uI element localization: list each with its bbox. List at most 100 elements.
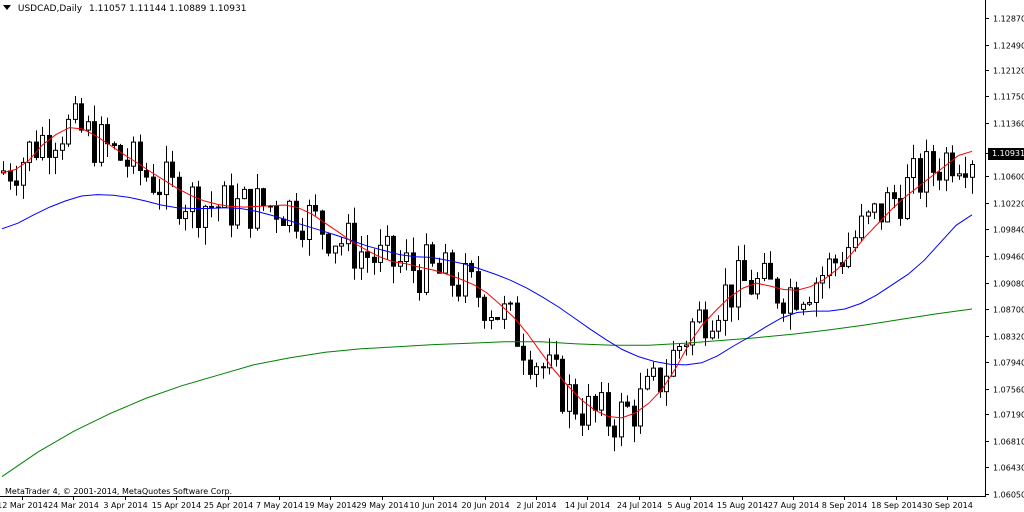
x-tick-label: 24 Jul 2014 [617,501,662,510]
x-tick-label: 3 Apr 2014 [103,501,147,510]
candle-body [138,141,143,172]
y-tick-label: 1.07560 [993,386,1024,395]
y-tick-label: 1.12120 [993,67,1024,76]
candle-body [489,317,494,321]
candle-body [274,205,279,220]
candle-body [807,302,812,305]
x-tick-label: 20 Jun 2014 [461,501,509,510]
candle-body [937,171,942,181]
y-tick-label: 1.08320 [993,333,1024,342]
x-tick-label: 7 May 2014 [256,501,303,510]
candle-body [170,161,175,178]
y-tick-label: 1.09460 [993,253,1024,262]
candle-body [398,261,403,267]
candle-body [229,185,234,226]
candle-body [931,151,936,173]
candle-body [385,235,390,246]
candle-body [645,375,650,390]
x-tick-label: 10 Jun 2014 [409,501,457,510]
candle-body [664,375,669,393]
y-tick-label: 1.06050 [993,491,1024,500]
candle-body [190,186,195,213]
candle-body [606,392,611,427]
candle-body [833,258,838,264]
candle-body [255,188,260,229]
candle-body [105,124,110,145]
candle-body [14,180,19,186]
candle-body [177,176,182,220]
x-tick-label: 25 Apr 2014 [204,501,253,510]
candle-body [183,211,188,220]
candle-body [307,205,312,240]
last-price-badge: 1.10931 [988,147,1024,160]
candle-body [580,413,585,426]
time-axis: 12 Mar 2014 24 Mar 2014 3 Apr 2014 15 Apr 2… [0,496,973,510]
chart-menu-icon[interactable] [3,5,11,10]
candle-body [456,284,461,297]
candle-body [853,237,858,249]
candle-body [417,270,422,294]
candle-body [235,198,240,226]
ma-mid-blue-line [1,194,973,366]
candle-body [957,173,962,177]
candle-body [892,192,897,200]
candle-body [599,392,604,411]
candle-body [619,401,624,438]
candlestick-series [1,96,975,452]
candle-body [677,346,682,351]
candle-body [528,359,533,375]
candle-body [749,280,754,295]
candle-body [651,367,656,377]
candle-body [508,302,513,305]
candle-body [287,200,292,227]
candle-body [131,141,136,167]
candle-body [879,203,884,223]
y-tick-label: 1.07190 [993,411,1024,420]
candle-body [469,263,474,273]
ma-slow-green-line [1,308,973,478]
candle-body [99,124,104,163]
candle-body [73,103,78,120]
candle-body [924,151,929,193]
candle-body [690,321,695,346]
candle-body [801,303,806,310]
x-tick-label: 30 Sep 2014 [922,501,973,510]
x-tick-label: 18 Sep 2014 [871,501,922,510]
candle-body [378,244,383,263]
candle-body [762,262,767,279]
candle-body [294,200,299,232]
candle-body [827,258,832,276]
candle-body [840,262,845,268]
candle-body [918,158,923,193]
candle-body [710,330,715,339]
candle-body [118,145,123,161]
candle-body [53,149,58,158]
x-tick-label: 15 Aug 2014 [717,501,768,510]
y-tick-label: 1.12870 [993,15,1024,24]
y-tick-label: 1.11360 [993,120,1024,129]
candle-body [242,188,247,200]
candle-body [144,170,149,178]
candle-body [463,263,468,297]
candle-body [482,296,487,321]
candle-body [359,251,364,269]
candle-body [203,205,208,228]
candle-body [781,302,786,314]
candle-body [346,222,351,245]
candle-body [326,233,331,254]
candle-body [554,354,559,360]
y-tick-label: 1.11750 [993,93,1024,102]
x-tick-label: 27 Aug 2014 [768,501,819,510]
x-tick-label: 19 May 2014 [304,501,356,510]
candle-body [66,118,71,145]
candle-body [502,303,507,320]
y-tick-label: 1.12490 [993,42,1024,51]
x-tick-label: 24 Mar 2014 [48,501,99,510]
candle-body [963,173,968,178]
x-tick-label: 15 Apr 2014 [152,501,201,510]
candle-body [736,260,741,308]
candle-body [443,252,448,274]
candle-body [534,366,539,375]
candle-body [47,134,52,158]
